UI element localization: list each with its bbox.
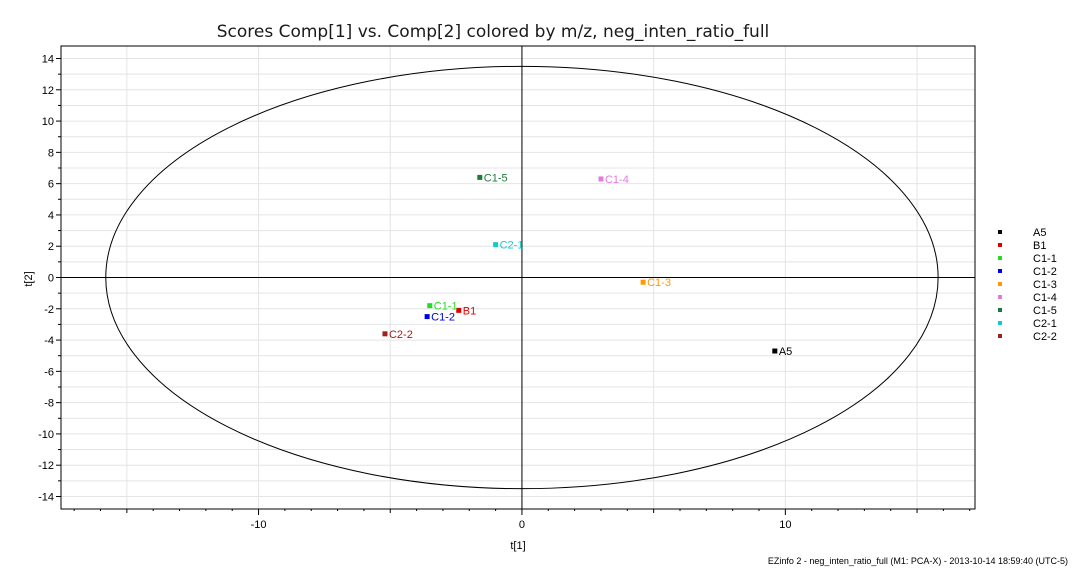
legend-marker-a5 <box>998 230 1002 234</box>
legend-entry-b1: B1 <box>1033 240 1046 252</box>
point-c1-5 <box>477 174 483 180</box>
y-tick-label: 0 <box>48 273 54 285</box>
point-label-a5: A5 <box>779 346 792 358</box>
y-axis-label: t[2] <box>23 271 35 286</box>
x-axis-label: t[1] <box>510 540 525 552</box>
y-tick-label: -8 <box>44 398 54 410</box>
score-points: A5 B1 C1-1C1-2 C1-3 C1-4 C1-5 C2-1 C2-2 <box>382 172 792 358</box>
y-tick-label: 4 <box>48 210 54 222</box>
legend-marker-c2-1 <box>998 321 1002 325</box>
grid <box>61 46 975 509</box>
x-axis-ticks: -10 0 10 <box>73 509 971 531</box>
y-tick-label: -2 <box>44 304 54 316</box>
y-tick-label: -14 <box>38 491 54 503</box>
legend-marker-c1-5 <box>998 308 1002 312</box>
legend-entry-c1-3: C1-3 <box>1033 279 1057 291</box>
y-tick-label: -12 <box>38 460 54 472</box>
point-b1 <box>456 307 462 313</box>
legend-entry-c1-5: C1-5 <box>1033 305 1057 317</box>
point-label-c1-3: C1-3 <box>647 277 671 289</box>
point-c1-1 <box>427 303 433 309</box>
legend-entry-c1-4: C1-4 <box>1033 292 1057 304</box>
legend-marker-c1-1 <box>998 256 1002 260</box>
zero-axes <box>61 46 975 509</box>
legend-entry-c1-2: C1-2 <box>1033 266 1057 278</box>
legend-marker-c1-3 <box>998 282 1002 286</box>
x-tick-label: 0 <box>519 519 525 531</box>
point-c2-1 <box>493 242 499 248</box>
legend-marker-c1-2 <box>998 269 1002 273</box>
chart-title: Scores Comp[1] vs. Comp[2] colored by m/… <box>217 22 770 42</box>
y-tick-label: -10 <box>38 429 54 441</box>
point-label-b1: B1 <box>463 305 476 317</box>
point-a5 <box>772 348 778 354</box>
legend-entry-c1-1: C1-1 <box>1033 253 1057 265</box>
y-tick-label: 10 <box>42 116 54 128</box>
y-tick-label: 14 <box>42 54 54 66</box>
x-tick-label: 10 <box>779 519 791 531</box>
point-c1-2 <box>424 314 430 320</box>
y-tick-label: -6 <box>44 366 54 378</box>
legend-marker-b1 <box>998 243 1002 247</box>
y-tick-label: 8 <box>48 147 54 159</box>
x-tick-label: -10 <box>251 519 267 531</box>
legend-marker-c1-4 <box>998 295 1002 299</box>
point-c2-2 <box>382 331 388 337</box>
legend-entry-c2-1: C2-1 <box>1033 318 1057 330</box>
legend-marker-c2-2 <box>998 334 1002 338</box>
point-label-c1-5: C1-5 <box>484 172 508 184</box>
y-axis-ticks: -14 -12 -10 -8 -6 -4 -2 0 2 4 6 8 10 12 14 <box>38 54 61 503</box>
point-label-c1-2: C1-2 <box>431 312 455 324</box>
legend-entry-a5: A5 <box>1033 227 1046 239</box>
point-c1-3 <box>640 279 646 285</box>
point-label-c1-4: C1-4 <box>605 174 629 186</box>
footer-info: EZinfo 2 - neg_inten_ratio_full (M1: PCA… <box>768 556 1068 566</box>
y-tick-label: 2 <box>48 241 54 253</box>
legend-entry-c2-2: C2-2 <box>1033 331 1057 343</box>
point-label-c2-2: C2-2 <box>389 329 413 341</box>
point-label-c1-1: C1-1 <box>434 301 458 313</box>
y-tick-label: 12 <box>42 85 54 97</box>
y-tick-label: -4 <box>44 335 54 347</box>
point-c1-4 <box>598 176 604 182</box>
y-tick-label: 6 <box>48 179 54 191</box>
point-label-c2-1: C2-1 <box>500 240 524 252</box>
hotelling-ellipse <box>105 65 939 490</box>
